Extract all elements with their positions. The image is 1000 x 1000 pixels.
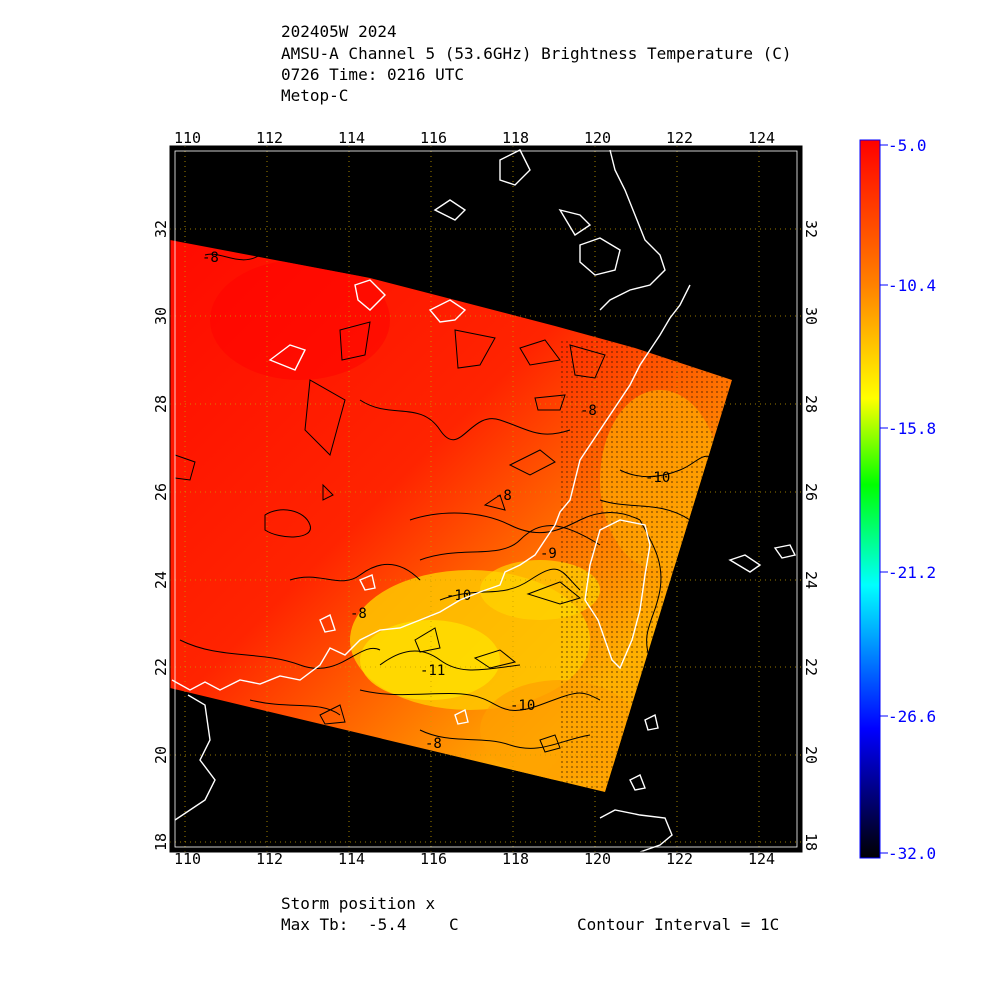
contour-label: -10 (446, 588, 471, 604)
lon-tick-label: 124 (748, 850, 775, 868)
lon-tick-label: 110 (174, 129, 201, 147)
lon-tick-label: 114 (338, 850, 365, 868)
lat-tick-label: 32 (152, 220, 170, 238)
contour-label: -8 (580, 403, 597, 419)
lat-tick-label: 24 (802, 571, 820, 589)
contour-label: -8 (202, 250, 219, 266)
colorbar-label: -15.8 (888, 419, 936, 438)
lat-lon-grid (170, 146, 802, 852)
colorbar-ticks (880, 144, 888, 854)
lon-tick-label: 122 (666, 850, 693, 868)
lat-axis-right: 18 20 22 24 26 28 30 32 (802, 220, 820, 851)
lat-tick-label: 26 (802, 483, 820, 501)
lon-tick-label: 114 (338, 129, 365, 147)
lat-tick-label: 30 (802, 307, 820, 325)
lat-tick-label: 22 (802, 658, 820, 676)
max-tb-label: Max Tb: (281, 915, 349, 934)
contour-label: -9 (540, 546, 557, 562)
coastline (171, 149, 797, 853)
lon-tick-label: 112 (256, 850, 283, 868)
lon-tick-label: 118 (502, 129, 529, 147)
colorbar-scale (860, 140, 880, 858)
lat-tick-label: 28 (152, 395, 170, 413)
lon-tick-label: 110 (174, 850, 201, 868)
lon-tick-label: 124 (748, 129, 775, 147)
lon-tick-label: 122 (666, 129, 693, 147)
contour-label: -8 (425, 736, 442, 752)
lon-tick-label: 112 (256, 129, 283, 147)
lon-axis-top: 110 112 114 116 118 120 122 124 (174, 129, 775, 147)
max-tb-value: -5.4 (368, 915, 407, 934)
contour-label: -11 (420, 663, 445, 679)
lat-tick-label: 28 (802, 395, 820, 413)
contour-interval-label: Contour Interval = 1C (577, 915, 780, 934)
title-line-4: Metop-C (281, 86, 349, 105)
title-line-2: AMSU-A Channel 5 (53.6GHz) Brightness Te… (281, 44, 792, 63)
contour-label: -10 (510, 698, 535, 714)
lat-axis-left: 18 20 22 24 26 28 30 32 (152, 220, 170, 851)
contour-label: -8 (495, 488, 512, 504)
map-frame (169, 145, 803, 853)
contour-labels: -8 -8 -8 -8 -9 -10 -10 -10 -11 -8 (202, 250, 670, 752)
lat-tick-label: 18 (802, 833, 820, 851)
colorbar-label: -26.6 (888, 707, 936, 726)
lon-axis-bottom: 110 112 114 116 118 120 122 124 (174, 850, 775, 868)
title-line-3: 0726 Time: 0216 UTC (281, 65, 465, 84)
contour-label: -8 (350, 606, 367, 622)
lon-tick-label: 118 (502, 850, 529, 868)
lat-tick-label: 22 (152, 658, 170, 676)
max-tb-unit: C (449, 915, 459, 934)
colorbar-label: -5.0 (888, 136, 927, 155)
storm-position-label: Storm position x (281, 894, 436, 913)
colorbar: -5.0 -10.4 -15.8 -21.2 -26.6 -32.0 (859, 136, 936, 863)
lat-tick-label: 24 (152, 571, 170, 589)
lon-tick-label: 120 (584, 850, 611, 868)
contour-lines (174, 247, 721, 753)
colorbar-label: -10.4 (888, 276, 936, 295)
lat-tick-label: 32 (802, 220, 820, 238)
map-inner-frame (174, 150, 798, 848)
lon-tick-label: 116 (420, 850, 447, 868)
lat-tick-label: 26 (152, 483, 170, 501)
lat-tick-label: 20 (152, 746, 170, 764)
colorbar-border (859, 139, 881, 859)
lon-tick-label: 120 (584, 129, 611, 147)
lon-tick-label: 116 (420, 129, 447, 147)
lat-tick-label: 18 (152, 833, 170, 851)
colorbar-label: -32.0 (888, 844, 936, 863)
lat-tick-label: 30 (152, 307, 170, 325)
title-line-1: 202405W 2024 (281, 22, 397, 41)
contour-label: -10 (645, 470, 670, 486)
colorbar-label: -21.2 (888, 563, 936, 582)
lat-tick-label: 20 (802, 746, 820, 764)
